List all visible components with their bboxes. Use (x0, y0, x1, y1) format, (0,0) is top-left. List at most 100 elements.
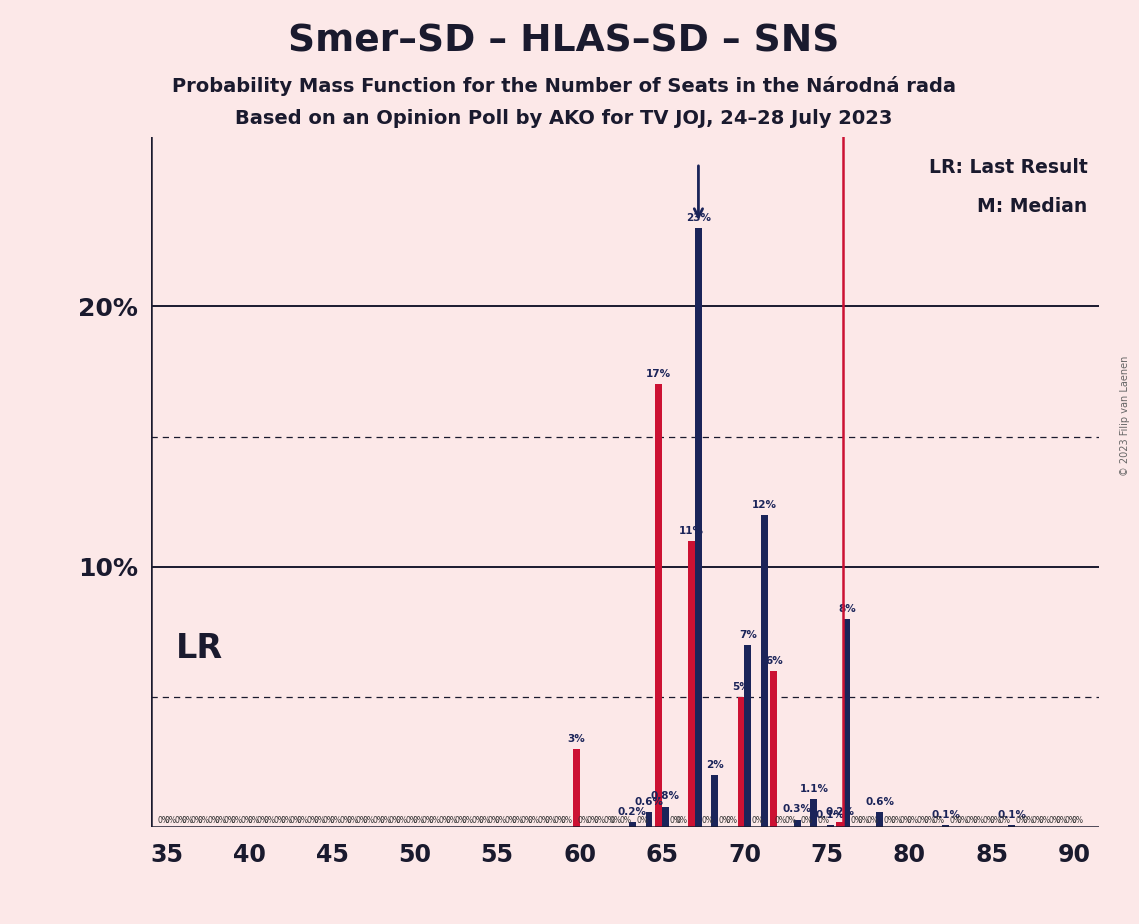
Text: 0%: 0% (924, 817, 935, 825)
Text: 0.3%: 0.3% (782, 805, 812, 814)
Text: Smer–SD – HLAS–SD – SNS: Smer–SD – HLAS–SD – SNS (288, 23, 839, 59)
Text: 0%: 0% (900, 817, 912, 825)
Text: 0.6%: 0.6% (866, 796, 894, 807)
Text: 0%: 0% (669, 817, 681, 825)
Text: 0%: 0% (454, 817, 467, 825)
Text: 0%: 0% (973, 817, 985, 825)
Text: 0%: 0% (1048, 817, 1060, 825)
Bar (662, 807, 669, 828)
Text: 8%: 8% (838, 603, 855, 614)
Text: 0.2%: 0.2% (826, 807, 854, 817)
Text: 0%: 0% (801, 817, 813, 825)
Text: 0%: 0% (511, 817, 523, 825)
Text: 0%: 0% (982, 817, 994, 825)
Bar (876, 812, 883, 828)
Bar (738, 698, 745, 828)
Text: 0%: 0% (620, 817, 631, 825)
Bar (695, 228, 702, 828)
Text: 0.1%: 0.1% (998, 809, 1026, 820)
Text: 23%: 23% (686, 213, 711, 223)
Text: 0%: 0% (560, 817, 573, 825)
Text: 0%: 0% (428, 817, 441, 825)
Text: 0%: 0% (867, 817, 879, 825)
Text: 0%: 0% (702, 817, 714, 825)
Text: 0%: 0% (379, 817, 391, 825)
Text: 0%: 0% (785, 817, 796, 825)
Text: 0%: 0% (346, 817, 358, 825)
Text: © 2023 Filip van Laenen: © 2023 Filip van Laenen (1121, 356, 1130, 476)
Text: 0%: 0% (1015, 817, 1027, 825)
Text: 0%: 0% (362, 817, 375, 825)
Text: Probability Mass Function for the Number of Seats in the Národná rada: Probability Mass Function for the Number… (172, 76, 956, 96)
Text: 0%: 0% (1065, 817, 1076, 825)
Text: 6%: 6% (765, 656, 782, 666)
Text: 0%: 0% (544, 817, 556, 825)
Bar (761, 515, 768, 828)
Bar (770, 671, 778, 828)
Text: 0%: 0% (395, 817, 408, 825)
Text: 0.6%: 0.6% (634, 796, 663, 807)
Text: 0%: 0% (224, 817, 236, 825)
Text: 0%: 0% (174, 817, 187, 825)
Text: 0%: 0% (775, 817, 787, 825)
Text: 0%: 0% (587, 817, 599, 825)
Text: 0%: 0% (412, 817, 424, 825)
Bar (1008, 825, 1015, 828)
Text: 0%: 0% (505, 817, 516, 825)
Text: 0%: 0% (296, 817, 309, 825)
Text: 0%: 0% (445, 817, 457, 825)
Text: 0%: 0% (313, 817, 326, 825)
Text: 0%: 0% (593, 817, 606, 825)
Text: 0%: 0% (554, 817, 566, 825)
Text: 0%: 0% (966, 817, 977, 825)
Text: 0%: 0% (1032, 817, 1043, 825)
Text: 0%: 0% (231, 817, 243, 825)
Text: 0%: 0% (636, 817, 648, 825)
Bar (573, 749, 580, 828)
Text: 0%: 0% (329, 817, 342, 825)
Text: 0%: 0% (858, 817, 869, 825)
Text: 12%: 12% (752, 500, 777, 509)
Text: 5%: 5% (732, 682, 749, 692)
Text: 11%: 11% (679, 526, 704, 536)
Text: 0%: 0% (388, 817, 401, 825)
Text: 7%: 7% (739, 630, 756, 639)
Text: 0%: 0% (577, 817, 589, 825)
Text: 0%: 0% (521, 817, 533, 825)
Text: 0%: 0% (289, 817, 302, 825)
Text: 0%: 0% (355, 817, 368, 825)
Bar (646, 812, 653, 828)
Bar (712, 775, 719, 828)
Text: 0%: 0% (1055, 817, 1067, 825)
Text: 0%: 0% (273, 817, 285, 825)
Text: 0.1%: 0.1% (816, 809, 845, 820)
Text: 1.1%: 1.1% (800, 784, 828, 794)
Text: 0%: 0% (487, 817, 500, 825)
Bar (942, 825, 949, 828)
Text: 0%: 0% (478, 817, 490, 825)
Bar (810, 798, 818, 828)
Bar (843, 619, 851, 828)
Text: 0%: 0% (538, 817, 549, 825)
Text: 0%: 0% (933, 817, 945, 825)
Text: 0%: 0% (949, 817, 961, 825)
Text: 0%: 0% (247, 817, 260, 825)
Text: 0%: 0% (421, 817, 434, 825)
Text: LR: LR (175, 632, 223, 665)
Text: 0%: 0% (603, 817, 615, 825)
Text: 0%: 0% (306, 817, 318, 825)
Text: 0%: 0% (198, 817, 210, 825)
Bar (836, 822, 843, 828)
Text: 17%: 17% (646, 370, 671, 379)
Text: 0%: 0% (264, 817, 276, 825)
Text: 0%: 0% (884, 817, 895, 825)
Text: LR: Last Result: LR: Last Result (928, 158, 1088, 176)
Text: 0%: 0% (214, 817, 227, 825)
Text: 0%: 0% (256, 817, 269, 825)
Text: 0%: 0% (439, 817, 450, 825)
Text: 0%: 0% (851, 817, 862, 825)
Text: 0%: 0% (405, 817, 417, 825)
Text: 0%: 0% (527, 817, 540, 825)
Text: 0%: 0% (990, 817, 1001, 825)
Text: 3%: 3% (567, 734, 585, 744)
